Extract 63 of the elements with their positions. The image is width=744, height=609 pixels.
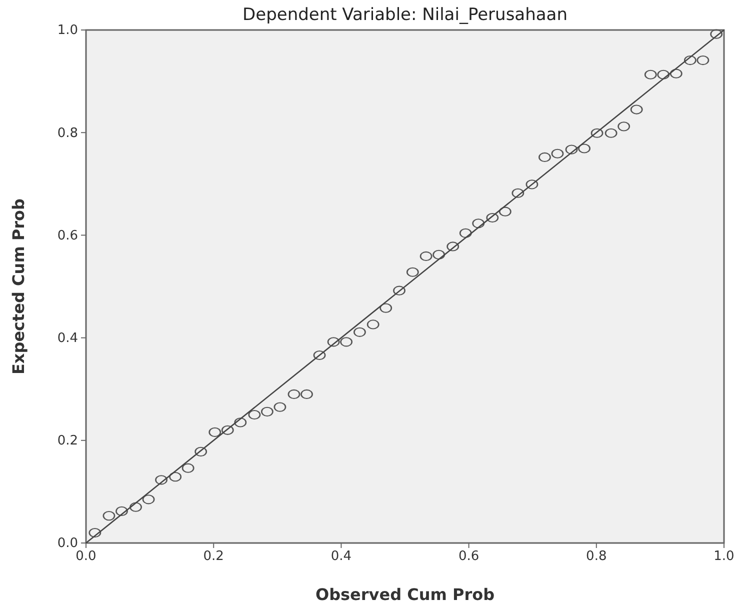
point [578,144,590,154]
point [684,55,696,66]
point [116,506,128,516]
y-tick-label: 0.6 [57,228,78,244]
point [340,337,352,347]
y-tick-label: 1.0 [57,23,78,38]
x-tick-label: 0.6 [458,549,480,564]
point [393,286,406,296]
point [526,180,538,190]
point [538,152,551,162]
point [657,70,670,80]
point [182,463,194,473]
point [618,122,630,132]
point [670,68,682,78]
chart-title: Dependent Variable: Nilai_Perusahaan [242,5,568,25]
point [222,425,234,435]
point [169,472,182,482]
point [274,402,286,412]
point [459,228,472,238]
y-tick-label: 0.8 [57,126,78,141]
point [604,128,618,138]
point [551,148,564,158]
y-tick-label: 0.4 [57,330,78,346]
point [248,410,261,420]
x-axis-title: Observed Cum Prob [315,585,495,604]
point [590,128,604,138]
point [432,250,445,260]
y-axis-title: Expected Cum Prob [9,198,28,374]
x-tick-label: 0.2 [203,549,224,564]
point [644,70,657,80]
point [499,206,512,216]
point [420,251,432,262]
point [300,389,313,400]
point [234,418,247,428]
point [472,218,484,228]
point [630,104,643,114]
point [406,267,419,277]
point [88,528,102,538]
point [565,144,578,154]
point [486,212,499,223]
x-tick-label: 0.8 [586,549,607,564]
point [142,494,155,504]
point [288,389,300,400]
point [327,337,340,347]
point [696,55,710,66]
point [354,327,366,338]
y-tick-label: 0.2 [57,434,78,449]
y-tick-label: 0.0 [57,536,78,552]
point [710,29,722,39]
x-tick-label: 0.4 [330,549,352,564]
x-tick-label: 1.0 [714,549,734,564]
point [194,446,207,457]
point [313,350,326,360]
point [366,320,380,330]
x-tick-label: 0.0 [76,549,96,564]
point [130,502,142,512]
point [446,242,459,252]
point [155,475,168,485]
point [208,427,222,438]
point [512,188,524,198]
point [261,406,274,417]
point [380,303,392,313]
point [102,510,116,521]
